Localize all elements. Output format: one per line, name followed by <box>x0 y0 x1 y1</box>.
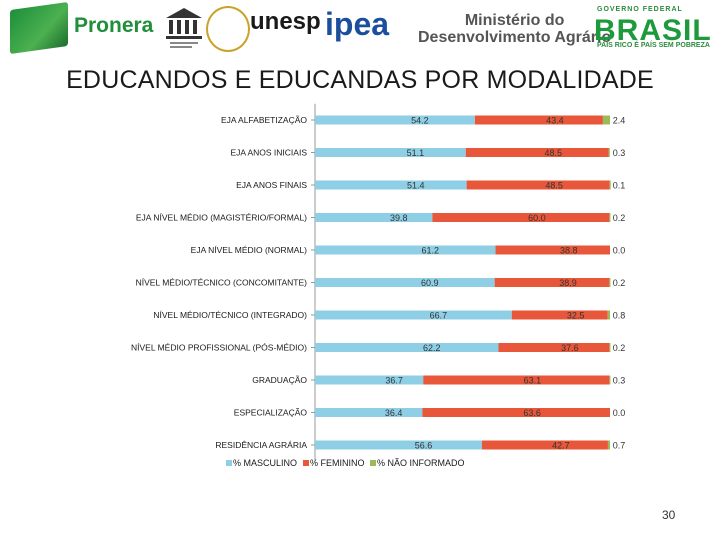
bar-segment-masculino <box>315 180 467 190</box>
data-label: 66.7 <box>430 311 448 321</box>
data-label: 0.3 <box>613 148 626 158</box>
bar-segment-nao-informado <box>609 213 611 222</box>
category-label: EJA ANOS INICIAIS <box>230 148 307 158</box>
data-label: 38.9 <box>559 278 577 288</box>
data-label: 38.8 <box>560 246 578 256</box>
unesco-logo <box>166 8 202 48</box>
data-label: 0.8 <box>613 311 626 321</box>
category-label: EJA NÍVEL MÉDIO (NORMAL) <box>191 245 308 255</box>
brasil-logo-top: GOVERNO FEDERAL <box>597 6 683 13</box>
bar-segment-feminino <box>422 408 610 417</box>
chart-title: EDUCANDOS E EDUCANDAS POR MODALIDADE <box>66 66 654 94</box>
data-label: 0.2 <box>613 278 626 288</box>
bar-segment-masculino <box>315 245 496 255</box>
bar-segment-feminino <box>494 278 610 287</box>
mda-line-1: Ministério do <box>464 12 565 29</box>
logo-strip: Pronera unesp ipea Ministério do Desenvo… <box>0 0 720 58</box>
legend-label: % MASCULINO <box>233 458 297 468</box>
legend-swatch <box>226 460 232 466</box>
mda-logo: Ministério do Desenvolvimento Agrário <box>418 12 611 46</box>
unitaon-logo <box>206 6 250 52</box>
data-label: 56.6 <box>415 441 433 451</box>
legend-label: % NÃO INFORMADO <box>377 458 465 468</box>
category-label: EJA NÍVEL MÉDIO (MAGISTÉRIO/FORMAL) <box>136 213 307 223</box>
bar-segment-masculino <box>315 440 482 450</box>
data-label: 0.2 <box>613 213 626 223</box>
legend-label: % FEMININO <box>310 458 365 468</box>
bar-segment-nao-informado <box>609 375 611 385</box>
bar-segment-feminino <box>498 343 610 352</box>
data-label: 32.5 <box>567 311 585 321</box>
bar-segment-masculino <box>315 148 466 157</box>
pronera-logo: Pronera <box>74 14 154 37</box>
bar-segment-nao-informado <box>607 310 610 320</box>
bar-segment-feminino <box>465 148 609 157</box>
bar-segment-masculino <box>315 278 495 287</box>
bar-segment-masculino <box>315 408 423 417</box>
category-label: NÍVEL MÉDIO/TÉCNICO (CONCOMITANTE) <box>136 278 308 288</box>
bar-segment-feminino <box>466 180 610 190</box>
bar-segment-masculino <box>315 115 475 125</box>
bar-segment-nao-informado <box>609 278 611 287</box>
bar-segment-nao-informado <box>607 440 610 450</box>
category-label: EJA ANOS FINAIS <box>236 180 307 190</box>
bar-segment-nao-informado <box>609 343 611 352</box>
legend-swatch <box>370 460 376 466</box>
bar-segment-masculino <box>315 213 433 222</box>
data-label: 36.4 <box>385 408 403 418</box>
legend-swatch <box>303 460 309 466</box>
data-label: 0.0 <box>613 246 626 256</box>
bar-segment-nao-informado <box>608 148 610 157</box>
data-label: 0.1 <box>613 181 626 191</box>
category-label: NÍVEL MÉDIO/TÉCNICO (INTEGRADO) <box>153 310 307 320</box>
page-number: 30 <box>662 508 676 522</box>
ipea-logo: ipea <box>325 6 390 42</box>
bar-segment-nao-informado <box>602 115 610 125</box>
data-label: 63.1 <box>524 376 542 386</box>
data-label: 0.3 <box>613 376 626 386</box>
data-label: 60.0 <box>528 213 546 223</box>
data-label: 62.2 <box>423 343 441 353</box>
data-label: 0.0 <box>613 408 626 418</box>
bar-segment-feminino <box>495 245 610 255</box>
mda-line-2: Desenvolvimento Agrário <box>418 29 612 46</box>
category-label: EJA ALFABETIZAÇÃO <box>221 115 307 125</box>
bar-segment-feminino <box>511 310 608 320</box>
data-label: 42.7 <box>552 441 570 451</box>
bar-segment-feminino <box>474 115 603 125</box>
data-label: 61.2 <box>422 246 440 256</box>
brasil-logo: BRASIL <box>594 14 712 47</box>
bar-segment-masculino <box>315 343 499 352</box>
brasil-logo-slogan: PAÍS RICO É PAÍS SEM POBREZA <box>597 42 710 49</box>
data-label: 51.4 <box>407 181 425 191</box>
data-label: 2.4 <box>613 116 626 126</box>
data-label: 36.7 <box>385 376 403 386</box>
bar-segment-feminino <box>432 213 610 222</box>
bar-segment-masculino <box>315 375 424 385</box>
data-label: 48.5 <box>545 148 563 158</box>
category-label: GRADUAÇÃO <box>252 375 307 385</box>
category-label: NÍVEL MÉDIO PROFISSIONAL (PÓS-MÉDIO) <box>131 343 307 353</box>
data-label: 39.8 <box>390 213 408 223</box>
data-label: 0.7 <box>613 441 626 451</box>
bar-segment-nao-informado <box>609 180 611 190</box>
data-label: 54.2 <box>411 116 429 126</box>
data-label: 37.6 <box>561 343 579 353</box>
data-label: 48.5 <box>545 181 563 191</box>
category-label: RESIDÊNCIA AGRÁRIA <box>215 440 307 450</box>
category-label: ESPECIALIZAÇÃO <box>234 408 308 418</box>
data-label: 60.9 <box>421 278 439 288</box>
bar-segment-feminino <box>423 375 610 385</box>
data-label: 63.6 <box>523 408 541 418</box>
bar-segment-masculino <box>315 310 512 320</box>
unesp-logo: unesp <box>250 8 321 35</box>
data-label: 51.1 <box>407 148 425 158</box>
bar-segment-feminino <box>481 440 608 450</box>
data-label: 0.2 <box>613 343 626 353</box>
data-label: 43.4 <box>546 116 564 126</box>
